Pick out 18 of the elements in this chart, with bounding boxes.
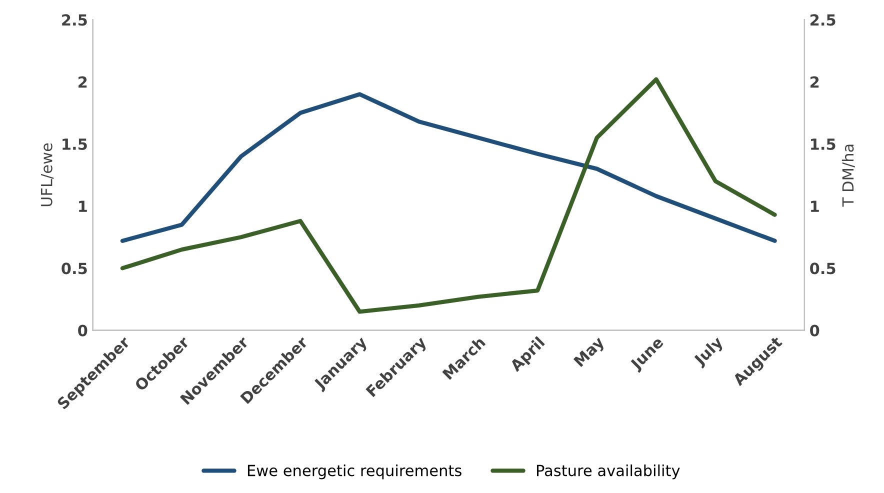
y-tick-label: 2 (78, 76, 87, 88)
legend-label: Ewe energetic requirements (248, 464, 462, 480)
y2-axis-title: T DM/ha (842, 144, 855, 207)
y-tick-label: 1 (79, 200, 87, 212)
y2-tick-label: 0 (810, 324, 820, 336)
legend-label: Pasture availability (537, 464, 680, 480)
y2-tick-label: 1 (811, 200, 819, 212)
line-series (120, 77, 777, 314)
y-tick-label: 2.5 (62, 14, 87, 26)
y2-tick-label: 0.5 (810, 262, 836, 274)
y2-tick-label: 1.5 (811, 138, 836, 150)
y2-tick-label: 2 (810, 76, 819, 88)
y-tick-label: 0.5 (62, 262, 87, 274)
y-axis-title: UFL/ewe (41, 143, 54, 206)
y2-tick-label: 2.5 (810, 14, 836, 26)
y-tick-label: 0 (78, 324, 88, 336)
y-tick-label: 1.5 (62, 138, 87, 150)
line-series (120, 92, 777, 243)
